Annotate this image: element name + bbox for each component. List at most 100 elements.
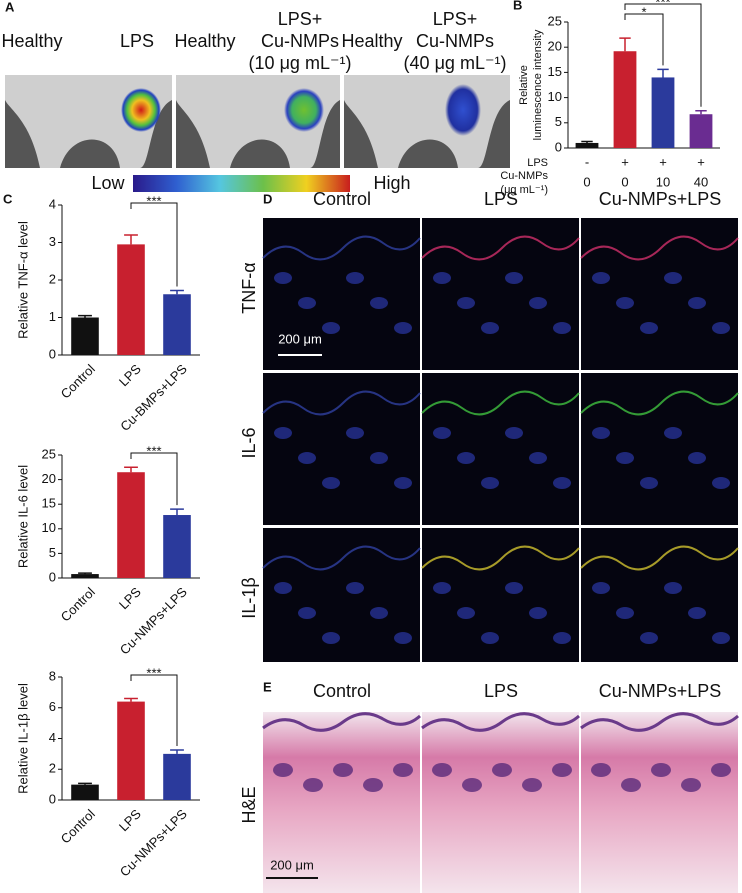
bracket	[130, 202, 178, 287]
error-bar	[124, 697, 138, 702]
tissue-edge	[580, 390, 739, 416]
y-tick-label: 25	[548, 13, 562, 28]
tissue-edge	[580, 545, 739, 571]
y-axis-label: Relative	[518, 65, 530, 105]
tissue-edge	[421, 235, 580, 261]
nucleus	[688, 452, 706, 464]
y-tick-label: 10	[548, 89, 562, 104]
follicle	[462, 778, 482, 792]
y-tick-label: 20	[548, 39, 562, 54]
nucleus	[433, 582, 451, 594]
label: LPS+	[433, 9, 478, 29]
y-tick-label: 0	[555, 139, 562, 154]
y-tick-label: 20	[42, 471, 56, 486]
nucleus	[505, 582, 523, 594]
follicle	[522, 778, 542, 792]
tissue-edge	[262, 545, 421, 571]
y-axis-label: Relative TNF-α level	[15, 221, 30, 339]
nucleus	[457, 607, 475, 619]
nucleus	[640, 322, 658, 334]
nucleus	[688, 607, 706, 619]
nucleus	[370, 297, 388, 309]
error-bar	[78, 314, 92, 318]
x-tick-label: Control	[58, 361, 98, 401]
label: (10 μg mL⁻¹)	[249, 53, 352, 73]
tissue-edge	[421, 390, 580, 416]
nucleus	[712, 322, 730, 334]
signal	[121, 88, 161, 132]
nucleus	[481, 322, 499, 334]
row-label: (μg mL⁻¹)	[500, 184, 548, 196]
bar	[575, 142, 599, 148]
micrograph	[581, 528, 738, 662]
label: LPS	[484, 189, 518, 209]
x-tick-label: LPS	[116, 584, 144, 612]
error-bar	[170, 289, 184, 295]
label: 200 μm	[270, 857, 314, 872]
y-tick-label: 6	[49, 699, 56, 714]
panel-d-images	[262, 218, 739, 662]
row-value: +	[659, 154, 667, 169]
nucleus	[433, 272, 451, 284]
x-tick-label: LPS	[116, 361, 144, 389]
label: Cu-NMPs	[261, 31, 339, 51]
error-bar	[78, 572, 92, 575]
y-tick-label: 4	[49, 730, 56, 745]
nucleus	[274, 582, 292, 594]
nucleus	[322, 632, 340, 644]
nucleus	[298, 452, 316, 464]
nucleus	[457, 452, 475, 464]
follicle	[591, 763, 611, 777]
significance: ***	[655, 0, 670, 9]
bar	[651, 77, 675, 148]
label: Cu-NMPs+LPS	[599, 681, 722, 701]
x-tick-label: Control	[58, 584, 98, 624]
row-value: +	[697, 154, 705, 169]
nucleus	[346, 582, 364, 594]
row-label: Cu-NMPs	[500, 170, 548, 182]
y-tick-label: 8	[49, 668, 56, 683]
follicle	[333, 763, 353, 777]
micrograph	[263, 218, 420, 370]
nucleus	[457, 297, 475, 309]
bar	[163, 515, 191, 578]
error-bar	[78, 782, 92, 785]
error-bar	[170, 749, 184, 754]
nucleus	[529, 607, 547, 619]
nucleus	[394, 477, 412, 489]
label: H&E	[239, 786, 259, 823]
histology	[422, 712, 579, 893]
error-bar	[170, 508, 184, 516]
bar	[71, 784, 99, 800]
significance: ***	[146, 665, 161, 680]
nucleus	[592, 427, 610, 439]
y-axis-label: luminescence intensity	[532, 29, 544, 140]
bar	[689, 114, 713, 148]
bar	[117, 701, 145, 800]
nucleus	[529, 297, 547, 309]
label: Low	[91, 173, 125, 193]
bracket	[624, 13, 664, 66]
error-bar	[124, 234, 138, 245]
label: LPS+	[278, 9, 323, 29]
nucleus	[394, 632, 412, 644]
x-tick-label: LPS	[116, 806, 144, 834]
label: 200 μm	[278, 331, 322, 346]
nucleus	[298, 607, 316, 619]
nucleus	[274, 427, 292, 439]
nucleus	[592, 272, 610, 284]
error-bar	[695, 109, 707, 115]
label: (40 μg mL⁻¹)	[404, 53, 507, 73]
y-tick-label: 25	[42, 446, 56, 461]
nucleus	[505, 272, 523, 284]
bar	[117, 472, 145, 578]
y-tick-label: 0	[49, 346, 56, 361]
error-bar	[619, 37, 631, 52]
nucleus	[640, 477, 658, 489]
nucleus	[553, 477, 571, 489]
micrograph	[263, 373, 420, 525]
tissue-edge	[262, 390, 421, 416]
follicle	[363, 778, 383, 792]
nucleus	[616, 607, 634, 619]
